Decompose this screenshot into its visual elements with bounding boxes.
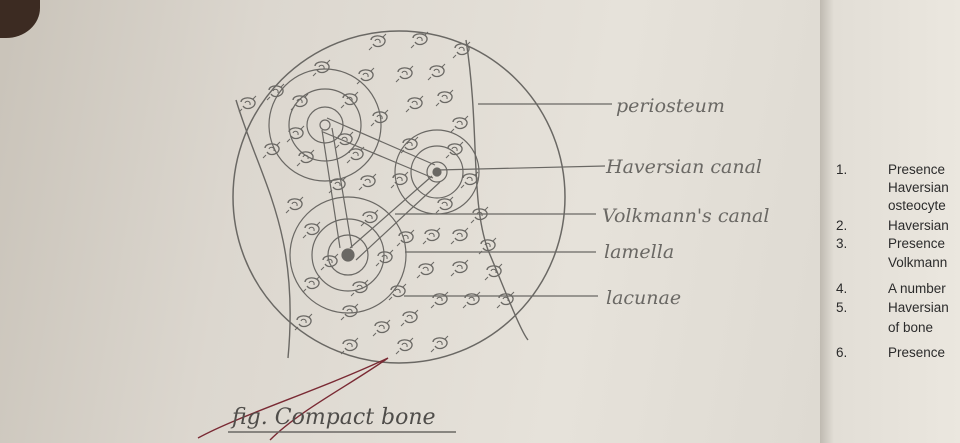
- note-number: 4.: [836, 281, 848, 296]
- note-continuation: Volkmann: [888, 255, 948, 270]
- left-bone-boundary: [235, 99, 291, 359]
- note-text: Haversian: [888, 300, 949, 315]
- section-outline: [232, 30, 566, 364]
- notebook-left-page: [0, 0, 820, 443]
- note-number: 2.: [836, 218, 848, 233]
- note-number: 5.: [836, 300, 848, 315]
- label-lacunae: lacunae: [606, 287, 681, 309]
- figure-caption: fig. Compact bone: [230, 405, 436, 430]
- compact-bone-diagram: periosteum Haversian canal Volkmann's ca…: [197, 30, 769, 441]
- label-lamella: lamella: [604, 241, 674, 263]
- notebook-right-page: [820, 0, 960, 443]
- note-text: Presence: [888, 162, 946, 177]
- caption-scribble: [197, 357, 389, 441]
- haversian-system-upper: [268, 68, 382, 182]
- note-text: A number: [888, 281, 946, 296]
- note-text: Presence: [888, 345, 946, 360]
- note-continuation: osteocyte: [888, 198, 946, 213]
- note-number: 3.: [836, 236, 848, 251]
- label-haversian-canal: Haversian canal: [605, 156, 762, 178]
- right-bone-boundary: [465, 39, 529, 341]
- label-leader-lines: [395, 103, 612, 297]
- note-text: Presence: [888, 236, 946, 251]
- notes-list: 1. Presence Haversian osteocyte 2. Haver…: [830, 162, 960, 377]
- label-periosteum: periosteum: [616, 95, 725, 117]
- note-number: 6.: [836, 345, 848, 360]
- note-continuation: Haversian: [888, 180, 949, 195]
- label-volkmanns-canal: Volkmann's canal: [602, 205, 769, 227]
- note-number: 1.: [836, 162, 848, 177]
- haversian-system-lower: [289, 196, 407, 314]
- note-continuation: of bone: [888, 320, 934, 335]
- note-text: Haversian: [888, 218, 949, 233]
